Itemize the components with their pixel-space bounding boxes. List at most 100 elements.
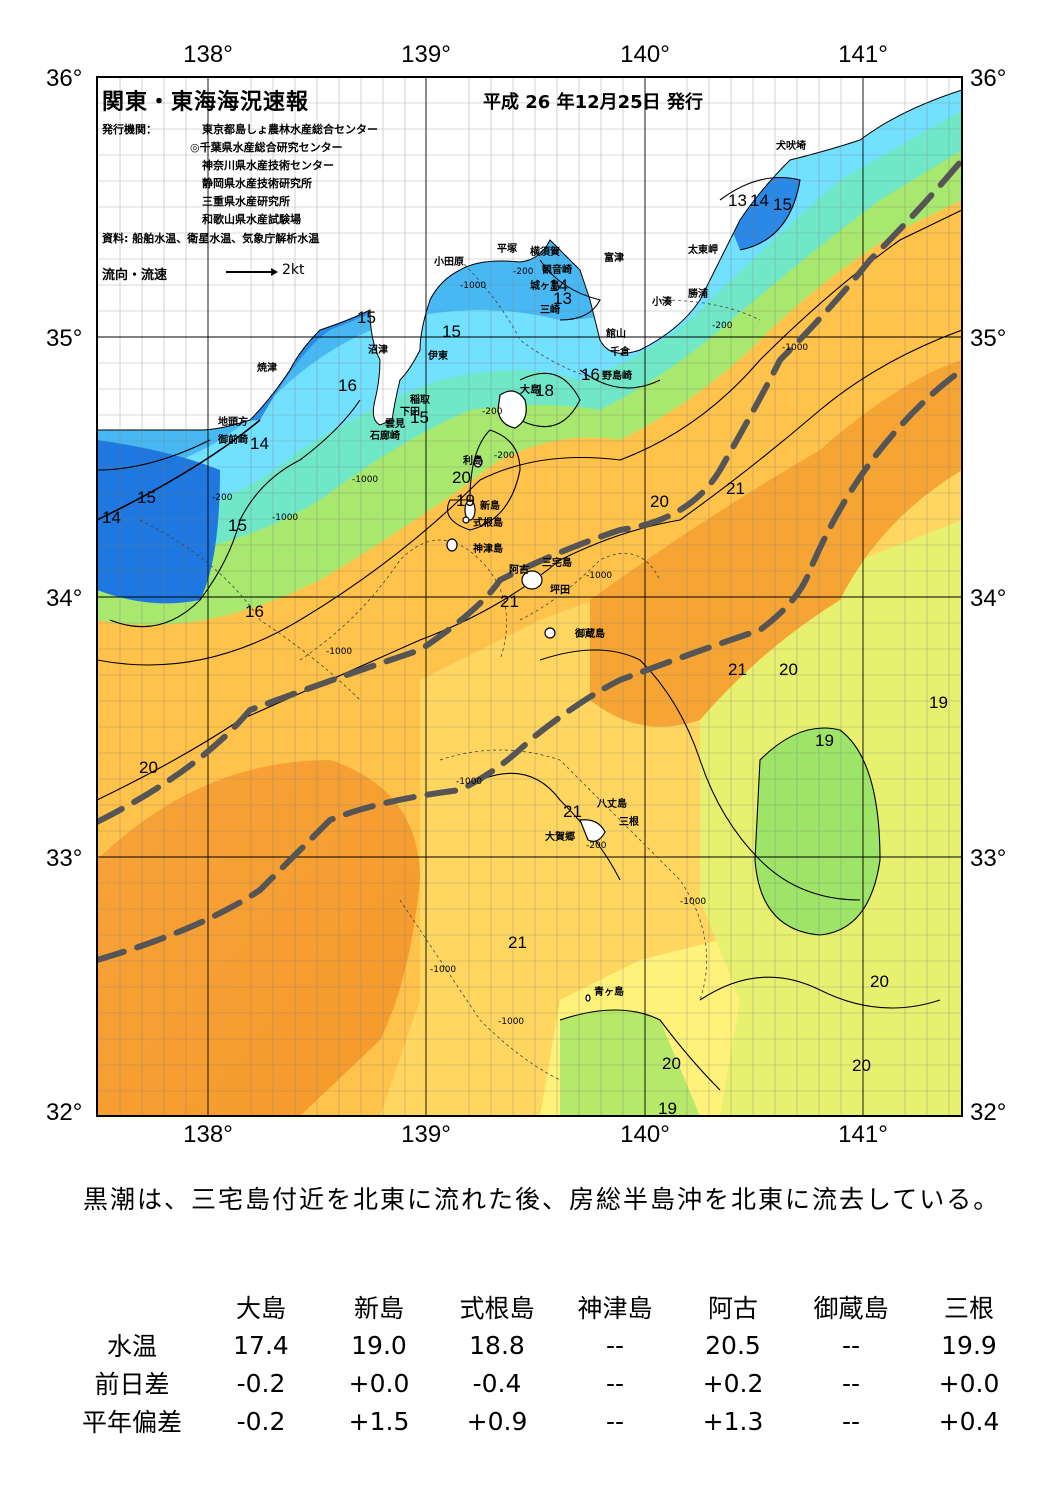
isotherm-label: 21 bbox=[563, 802, 582, 821]
isotherm-label: 14 bbox=[750, 191, 769, 210]
depth-contours bbox=[139, 259, 761, 1081]
table-cell: -- bbox=[841, 1368, 861, 1398]
lat-tick-right: 34° bbox=[970, 585, 1006, 612]
publication-date: 平成 26 年12月25日 発行 bbox=[483, 92, 703, 113]
column-header: 三根 bbox=[943, 1294, 994, 1323]
place-label: 城ヶ島 bbox=[530, 281, 560, 292]
place-label: 千倉 bbox=[610, 347, 630, 358]
isotherm-label: 15 bbox=[410, 408, 429, 427]
place-label: 利島 bbox=[463, 456, 483, 467]
place-label: 阿古 bbox=[509, 565, 529, 576]
column-header: 新島 bbox=[353, 1294, 404, 1323]
place-label: 観音崎 bbox=[542, 265, 572, 276]
table-cell: -- bbox=[605, 1406, 625, 1436]
column-header: 阿古 bbox=[707, 1294, 758, 1323]
place-label: 太東岬 bbox=[688, 245, 718, 256]
issuer-mie: 三重県水産研究所 bbox=[202, 195, 290, 208]
table-row: 水温 17.4 19.0 18.8 -- 20.5 -- 19.9 bbox=[62, 1326, 1028, 1364]
islands bbox=[446, 390, 606, 1002]
issuer-wakayama: 和歌山県水産試験場 bbox=[202, 213, 301, 226]
place-label: 大賀郷 bbox=[545, 832, 575, 843]
place-label: 下田 bbox=[400, 407, 420, 418]
current-legend-label: 流向・流速 bbox=[102, 268, 168, 283]
column-header: 神津島 bbox=[577, 1294, 653, 1323]
table-cell: 20.5 bbox=[705, 1330, 761, 1360]
degree-grid bbox=[97, 77, 962, 1116]
isotherm-label: 14 bbox=[102, 508, 121, 527]
isotherm-label: 13 bbox=[553, 289, 572, 308]
table-cell: -- bbox=[605, 1368, 625, 1398]
isotherm-label: 20 bbox=[452, 468, 471, 487]
table-cell: -- bbox=[841, 1406, 861, 1436]
isotherm-label: 19 bbox=[815, 731, 834, 750]
table-cell: 17.4 bbox=[233, 1330, 289, 1360]
lat-tick-right: 33° bbox=[970, 845, 1006, 872]
place-label: 犬吠埼 bbox=[776, 141, 806, 152]
column-header: 御蔵島 bbox=[813, 1294, 889, 1323]
place-label: 地頭方 bbox=[218, 417, 248, 428]
place-label: 八丈島 bbox=[597, 799, 627, 810]
kuroshio-axis bbox=[97, 157, 962, 963]
place-label: 勝浦 bbox=[688, 289, 708, 300]
place-label: 新島 bbox=[480, 501, 500, 512]
depth-label: -1000 bbox=[680, 897, 707, 907]
table-cell: 19.9 bbox=[941, 1330, 997, 1360]
axis-labels: 138° 139° 140° 141° 138° 139° 140° 141° … bbox=[46, 41, 1006, 1148]
table-cell: +1.5 bbox=[348, 1406, 410, 1436]
island-kozushima bbox=[446, 538, 458, 552]
place-label: 焼津 bbox=[257, 363, 277, 374]
lon-tick-top: 139° bbox=[401, 41, 451, 68]
island-shikinejima bbox=[462, 516, 470, 524]
table-cell: +0.0 bbox=[348, 1368, 410, 1398]
table-cell: +1.3 bbox=[702, 1406, 764, 1436]
column-header: 式根島 bbox=[459, 1294, 535, 1323]
lat-tick-right: 35° bbox=[970, 325, 1006, 352]
row-header: 水温 bbox=[106, 1332, 157, 1361]
place-label: 三宅島 bbox=[542, 558, 572, 569]
place-label: 小湊 bbox=[652, 297, 672, 308]
map-frame bbox=[96, 76, 963, 1117]
isotherm-label: 16 bbox=[245, 602, 264, 621]
depth-label: -1000 bbox=[586, 571, 613, 581]
table-cell: +0.4 bbox=[938, 1406, 1000, 1436]
isotherm-label: 15 bbox=[773, 195, 792, 214]
row-header: 前日差 bbox=[94, 1370, 170, 1399]
isotherm-label: 19 bbox=[456, 491, 475, 510]
table-header-row: 大島 新島 式根島 神津島 阿古 御蔵島 三根 bbox=[62, 1288, 1028, 1326]
depth-label: -1000 bbox=[456, 777, 483, 787]
lon-tick-bottom: 138° bbox=[183, 1121, 233, 1148]
place-label: 御前崎 bbox=[218, 435, 248, 446]
kuroshio-warm-core bbox=[590, 360, 962, 727]
table-cell: -0.2 bbox=[236, 1406, 286, 1436]
place-label: 式根島 bbox=[473, 518, 503, 529]
isotherm-label: 15 bbox=[137, 488, 156, 507]
island-miyakejima bbox=[521, 570, 543, 590]
lat-tick-left: 33° bbox=[46, 845, 82, 872]
island-aogashima bbox=[585, 994, 591, 1002]
isotherm-label: 20 bbox=[870, 972, 889, 991]
isotherm-label: 20 bbox=[779, 660, 798, 679]
depth-label: -200 bbox=[586, 841, 607, 851]
island-toshima bbox=[473, 456, 483, 468]
land-honshu bbox=[97, 77, 962, 431]
table-cell: 18.8 bbox=[469, 1330, 525, 1360]
issuer-tokyo: 東京都島しょ農林水産総合センター bbox=[202, 123, 378, 136]
place-label: 伊東 bbox=[428, 351, 448, 362]
isotherm-label: 21 bbox=[508, 933, 527, 952]
isotherm-label: 15 bbox=[357, 308, 376, 327]
lon-tick-top: 140° bbox=[620, 41, 670, 68]
place-label: 横須賀 bbox=[530, 247, 560, 258]
place-label: 野島崎 bbox=[602, 371, 632, 382]
isotherm-label: 15 bbox=[442, 322, 461, 341]
map-body bbox=[97, 77, 962, 1116]
isotherm-label: 19 bbox=[929, 693, 948, 712]
isotherm-label: 21 bbox=[726, 479, 745, 498]
data-source: 資料: 船舶水温、衛星水温、気象庁解析水温 bbox=[102, 232, 320, 245]
place-label: 三根 bbox=[619, 817, 639, 828]
depth-label: -1000 bbox=[272, 513, 299, 523]
isotherm-label: 13 bbox=[728, 191, 747, 210]
place-label: 沼津 bbox=[368, 345, 388, 356]
isotherm-label: 15 bbox=[228, 516, 247, 535]
depth-label: -200 bbox=[212, 493, 233, 503]
